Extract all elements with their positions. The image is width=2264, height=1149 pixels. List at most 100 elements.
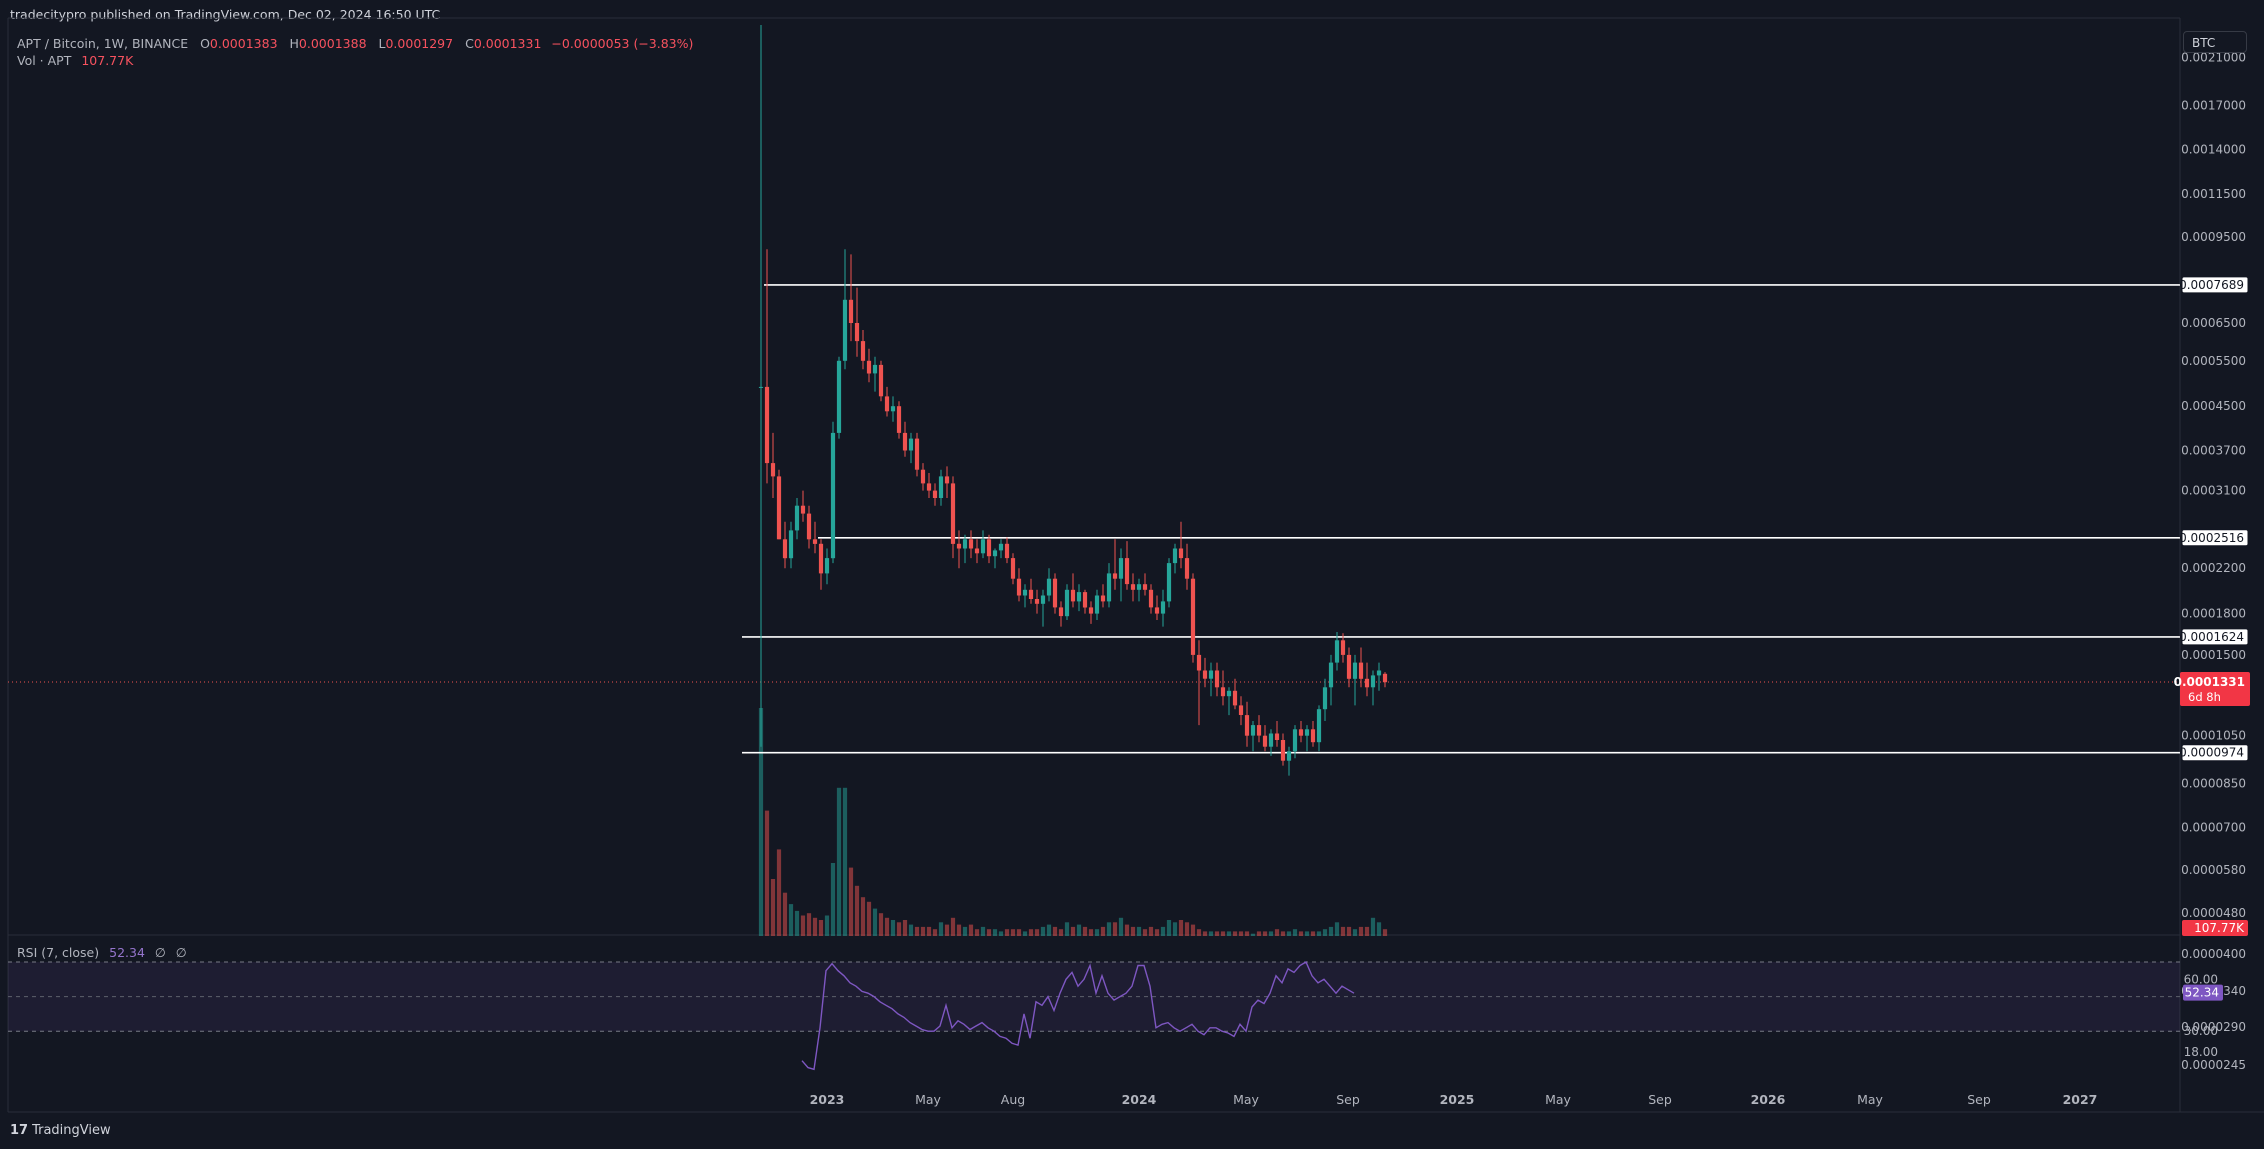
candle-body bbox=[1118, 558, 1124, 579]
volume-bar bbox=[1214, 931, 1220, 936]
candle bbox=[920, 463, 926, 491]
volume-bar bbox=[1124, 924, 1130, 936]
candle bbox=[1232, 678, 1238, 710]
volume-bar bbox=[770, 879, 776, 936]
candle-body bbox=[1298, 729, 1304, 736]
footer-brand: 17 TradingView bbox=[10, 1123, 111, 1138]
volume-bar bbox=[1256, 931, 1262, 936]
volume-bar bbox=[1328, 926, 1334, 936]
volume-bar bbox=[818, 920, 824, 936]
candle bbox=[758, 244, 764, 747]
volume-bar bbox=[800, 915, 806, 936]
candle bbox=[950, 476, 956, 559]
volume-bar bbox=[1286, 931, 1292, 936]
candle bbox=[1382, 672, 1388, 688]
volume-bar bbox=[782, 892, 788, 936]
candle bbox=[824, 548, 830, 585]
candle-body bbox=[1172, 548, 1178, 564]
volume-bar bbox=[896, 922, 902, 936]
volume-bar bbox=[1046, 924, 1052, 936]
candle-body bbox=[1334, 640, 1340, 663]
candle-body bbox=[1004, 543, 1010, 559]
rsi-legend-extra-2: ∅ bbox=[175, 945, 187, 960]
candle bbox=[1208, 662, 1214, 697]
candle-body bbox=[1166, 563, 1172, 602]
volume-bar bbox=[1316, 931, 1322, 936]
change-value: −0.0000053 (−3.83%) bbox=[551, 36, 694, 51]
volume-bar bbox=[848, 867, 854, 936]
candle-body bbox=[1040, 595, 1046, 604]
volume-bar bbox=[998, 931, 1004, 936]
rsi-legend-extra-1: ∅ bbox=[154, 945, 166, 960]
rsi-tick-label: 60.00 bbox=[2184, 972, 2218, 986]
volume-bar bbox=[824, 915, 830, 936]
candle bbox=[764, 249, 770, 484]
volume-bar bbox=[890, 920, 896, 936]
candle-body bbox=[998, 543, 1004, 551]
level-price-box bbox=[2181, 628, 2249, 646]
volume-bar bbox=[1346, 926, 1352, 936]
price-tick-label: 0.0001050 bbox=[2181, 729, 2246, 743]
candle bbox=[1034, 589, 1040, 614]
candle bbox=[1022, 584, 1028, 608]
candle-body bbox=[920, 469, 926, 484]
volume-bar bbox=[1112, 922, 1118, 936]
candle bbox=[1328, 654, 1334, 706]
candle-body bbox=[950, 483, 956, 544]
candle-body bbox=[1142, 584, 1148, 590]
candle bbox=[806, 505, 812, 549]
candle-body bbox=[1244, 715, 1250, 736]
candle-body bbox=[1106, 573, 1112, 602]
candle bbox=[1370, 670, 1376, 706]
last-price-box bbox=[2180, 672, 2250, 706]
candle-body bbox=[866, 360, 872, 374]
volume-legend: Vol · APT 107.77K bbox=[17, 52, 693, 69]
volume-bar bbox=[1154, 929, 1160, 936]
candle-body bbox=[1052, 578, 1058, 608]
candle bbox=[1226, 687, 1232, 716]
volume-bar bbox=[986, 929, 992, 936]
candle bbox=[1184, 543, 1190, 590]
candle-body bbox=[1364, 678, 1370, 688]
volume-bar bbox=[806, 913, 812, 936]
candle bbox=[836, 356, 842, 439]
volume-bar bbox=[1118, 917, 1124, 936]
candle-body bbox=[794, 505, 800, 531]
candle bbox=[1088, 601, 1094, 624]
candle bbox=[1178, 521, 1184, 569]
currency-button[interactable]: BTC bbox=[2183, 31, 2247, 53]
price-tick-label: 0.0014000 bbox=[2181, 142, 2246, 156]
candle-body bbox=[836, 360, 842, 433]
volume-bar bbox=[932, 929, 938, 936]
candle-body bbox=[1076, 592, 1082, 602]
candle bbox=[794, 498, 800, 540]
candle bbox=[1004, 537, 1010, 564]
candle-body bbox=[1094, 595, 1100, 614]
pane-borders bbox=[7, 17, 2264, 1113]
candle-body bbox=[1316, 709, 1322, 743]
level-price-box bbox=[2181, 276, 2249, 294]
price-tick-label: 0.0009500 bbox=[2181, 230, 2246, 244]
price-tick-label: 0.0000245 bbox=[2181, 1058, 2246, 1072]
candle bbox=[770, 432, 776, 498]
rsi-tick-label: 30.00 bbox=[2184, 1024, 2218, 1038]
candle-body bbox=[1082, 592, 1088, 608]
candle-body bbox=[1328, 662, 1334, 688]
volume-bar bbox=[794, 910, 800, 936]
candle bbox=[788, 521, 794, 569]
volume-bar bbox=[1376, 922, 1382, 936]
candle-body bbox=[800, 505, 806, 514]
candle bbox=[1142, 573, 1148, 596]
candle bbox=[1064, 584, 1070, 620]
candle bbox=[1190, 573, 1196, 663]
candle bbox=[1358, 647, 1364, 688]
candle-body bbox=[1202, 670, 1208, 679]
volume-bar bbox=[1028, 929, 1034, 936]
price-tick-label: 0.0000480 bbox=[2181, 906, 2246, 920]
candle-body bbox=[1058, 607, 1064, 617]
candle bbox=[872, 356, 878, 392]
volume-bar bbox=[1010, 929, 1016, 936]
volume-bar bbox=[1160, 926, 1166, 936]
volume-bar bbox=[1190, 924, 1196, 936]
